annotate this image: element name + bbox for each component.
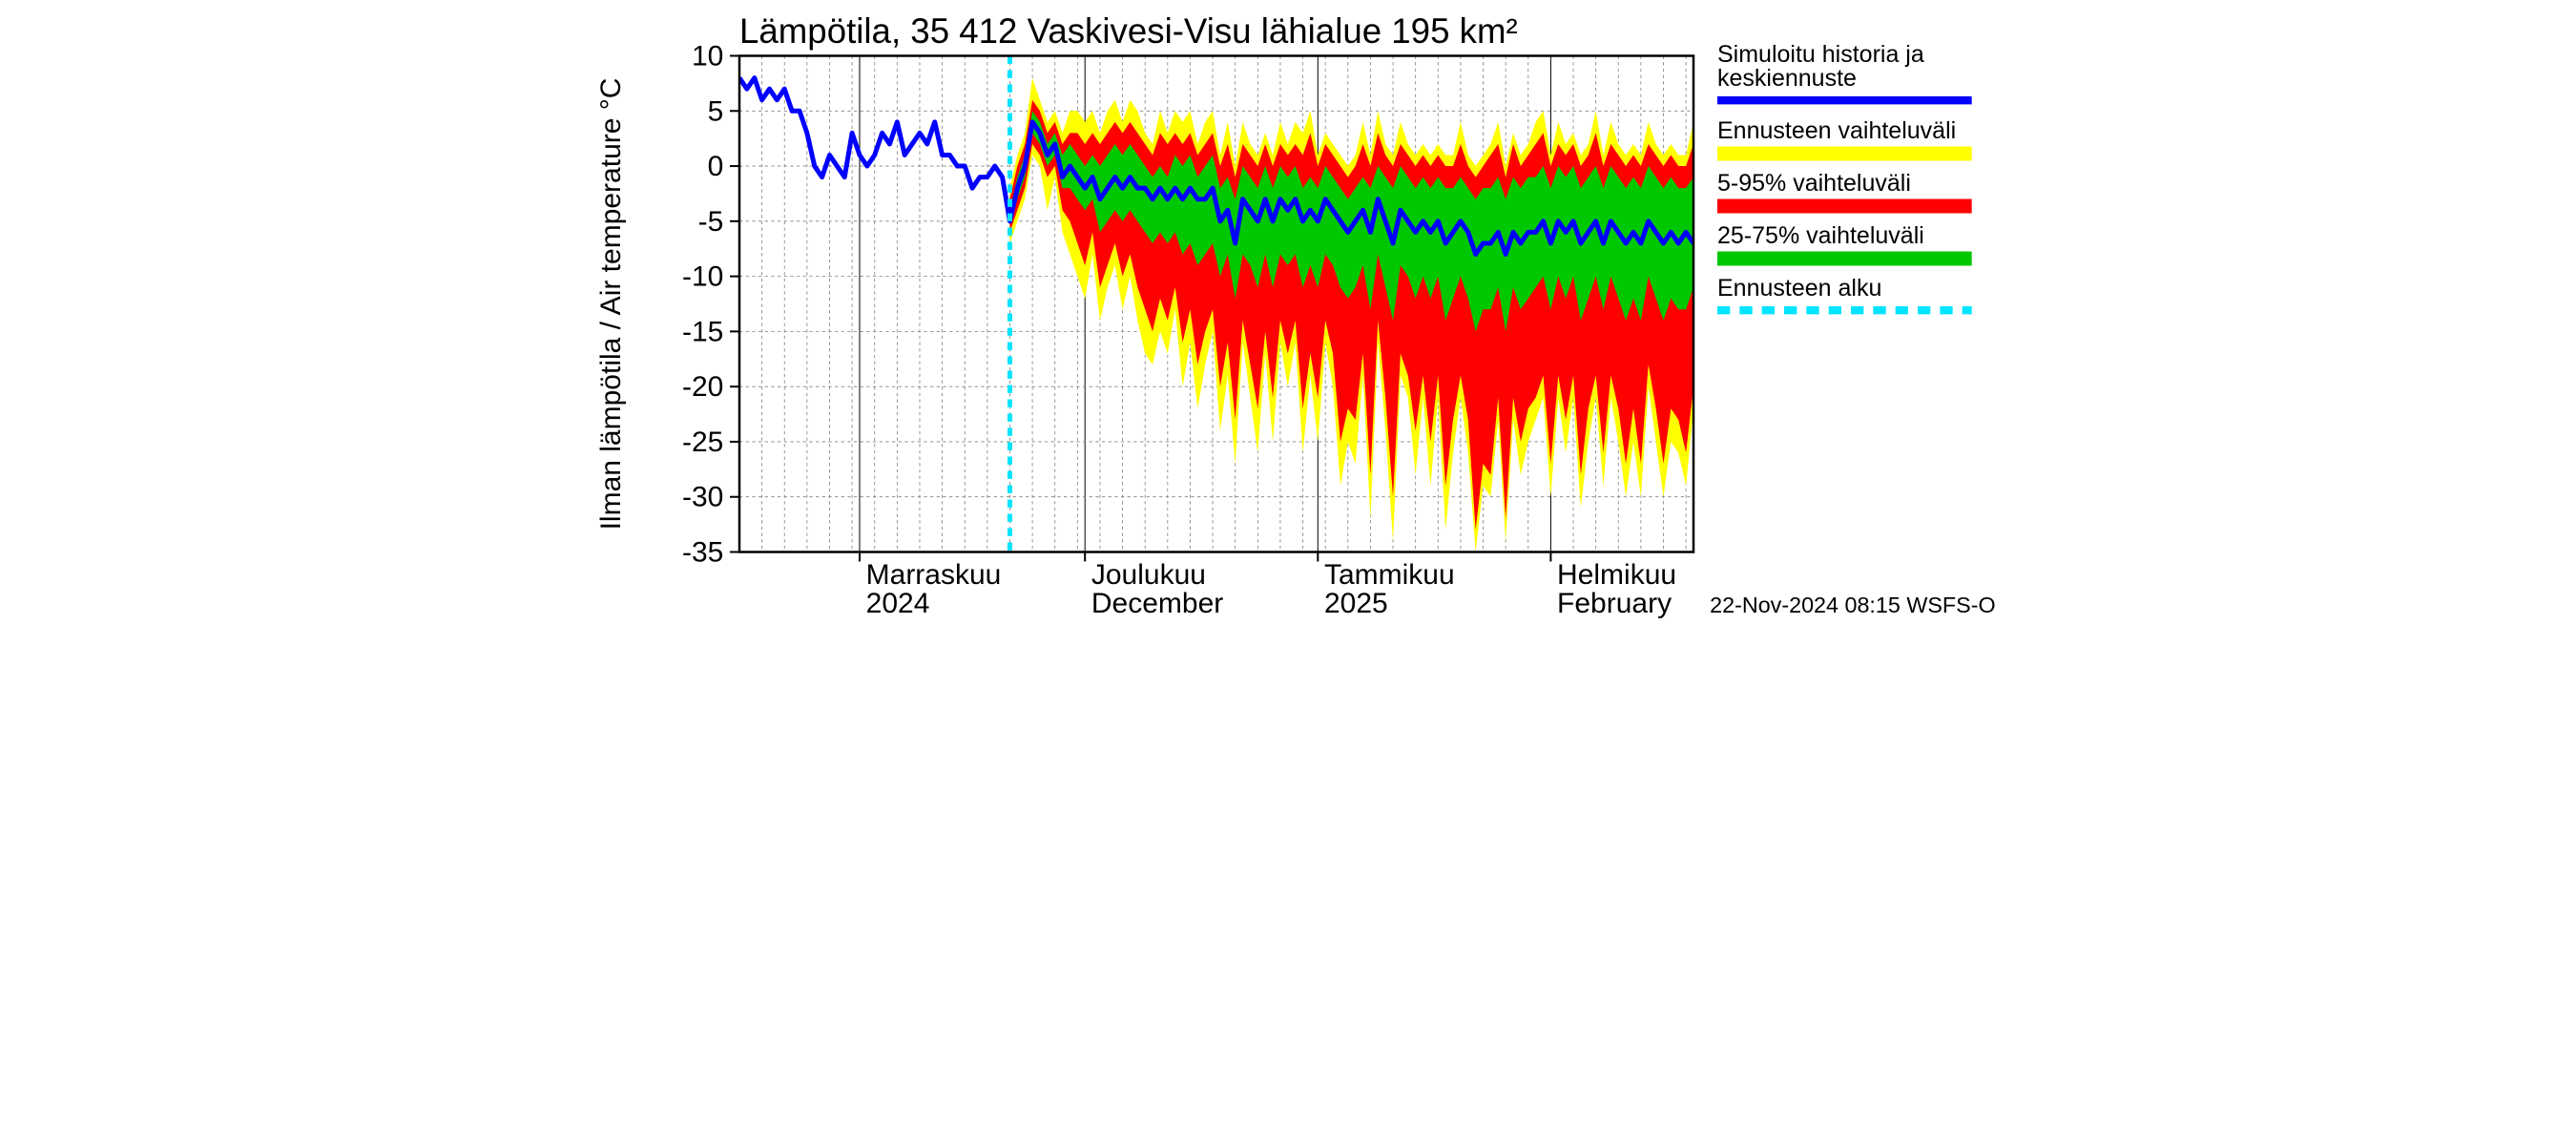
legend-label: 5-95% vaihteluväli [1717,170,1911,197]
legend-swatch-fill [1717,252,1972,266]
y-tick-label: -25 [682,427,723,458]
y-tick-label: -15 [682,316,723,347]
y-tick-label: 5 [708,95,724,127]
y-tick-label: -20 [682,371,723,403]
x-tick-label-bottom: 2025 [1324,588,1388,619]
chart-svg: 10 5 0 -5 -10 -15 -20 -25 -30 -35 Ilman lämpötila … [572,0,2004,636]
chart-title: Lämpötila, 35 412 Vaskivesi-Visu lähialu… [739,11,1518,51]
y-tick-label: 10 [692,40,723,72]
x-tick-label-bottom: December [1091,588,1223,619]
y-tick-label: -35 [682,537,723,569]
y-tick-label: -30 [682,482,723,513]
chart-container: 10 5 0 -5 -10 -15 -20 -25 -30 -35 Ilman lämpötila … [572,0,2004,636]
x-tick-label-bottom: February [1557,588,1672,619]
legend-label: Ennusteen vaihteluväli [1717,117,1956,144]
legend-label: Simuloitu historia ja [1717,41,1924,68]
legend-swatch-fill [1717,147,1972,161]
y-tick-label: 0 [708,151,724,182]
x-tick-label-top: Helmikuu [1557,559,1676,591]
y-tick-label: -5 [698,206,724,238]
y-tick-label: -10 [682,261,723,293]
legend-label: Ennusteen alku [1717,275,1881,302]
legend-label: keskiennuste [1717,65,1857,92]
y-axis-label: Ilman lämpötila / Air temperature °C [595,78,627,531]
chart-footer: 22-Nov-2024 08:15 WSFS-O [1710,593,1996,617]
legend-label: 25-75% vaihteluväli [1717,222,1924,249]
x-tick-label-top: Joulukuu [1091,559,1206,591]
x-tick-label-bottom: 2024 [866,588,930,619]
x-tick-label-top: Tammikuu [1324,559,1455,591]
legend-swatch-fill [1717,199,1972,214]
x-tick-label-top: Marraskuu [866,559,1002,591]
